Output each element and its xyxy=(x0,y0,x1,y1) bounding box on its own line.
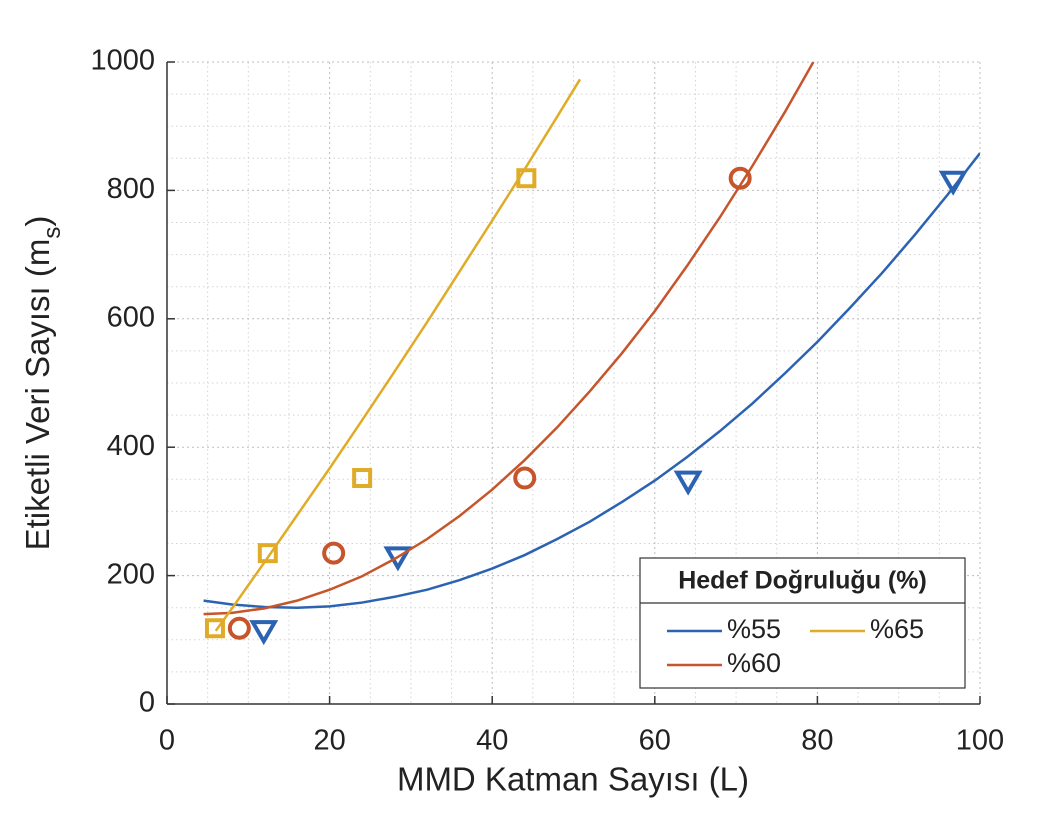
legend: Hedef Doğruluğu (%) %55 %60 %65 xyxy=(639,557,966,689)
y-tick-label: 0 xyxy=(139,687,155,719)
point xyxy=(249,620,279,646)
point xyxy=(516,168,537,189)
point xyxy=(227,616,251,640)
point xyxy=(728,166,752,190)
legend-label: %60 xyxy=(727,648,781,678)
point xyxy=(513,466,537,490)
point xyxy=(938,170,968,196)
x-tick-label: 100 xyxy=(956,725,1004,757)
point xyxy=(322,541,346,565)
y-label-end: ) xyxy=(19,216,56,227)
legend-box xyxy=(639,557,966,689)
y-label-main: Etiketli Veri Sayısı (m xyxy=(19,239,56,551)
y-label-subscript: s xyxy=(39,227,66,239)
legend-label: %55 xyxy=(727,614,781,644)
y-tick-label: 1000 xyxy=(90,45,155,77)
y-tick-label: 800 xyxy=(107,173,155,205)
y-tick-label: 600 xyxy=(107,301,155,333)
x-tick-label: 80 xyxy=(801,725,833,757)
y-tick-label: 400 xyxy=(107,430,155,462)
legend-label: %65 xyxy=(870,614,924,644)
x-axis-label: MMD Katman Sayısı (L) xyxy=(397,761,749,798)
marks xyxy=(203,62,980,646)
y-axis-label: Etiketli Veri Sayısı (ms) xyxy=(19,216,66,551)
y-tick-label: 200 xyxy=(107,558,155,590)
fit-line xyxy=(203,62,815,616)
x-tick-label: 40 xyxy=(476,725,508,757)
point xyxy=(383,546,413,572)
x-tick-label: 60 xyxy=(639,725,671,757)
fit-line xyxy=(203,152,980,609)
x-tick-label: 0 xyxy=(159,725,175,757)
legend-title: Hedef Doğruluğu (%) xyxy=(678,567,927,595)
point xyxy=(204,618,225,639)
x-tick-label: 20 xyxy=(313,725,345,757)
point xyxy=(352,468,373,489)
point xyxy=(257,543,278,564)
point xyxy=(673,470,703,496)
